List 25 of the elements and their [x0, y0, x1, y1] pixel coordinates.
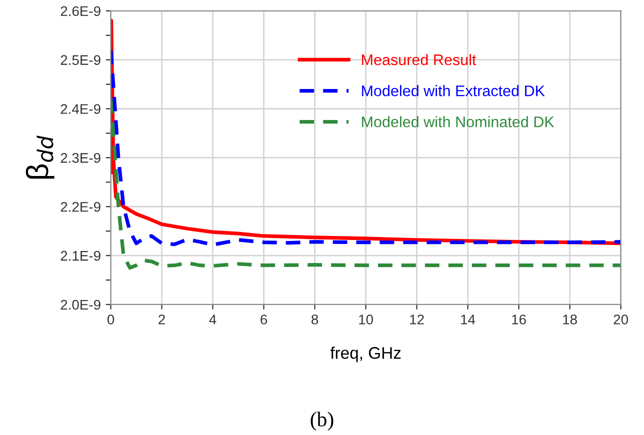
- y-tick-label: 2.2E-9: [60, 202, 100, 212]
- x-tick-label: 0: [107, 314, 114, 324]
- y-tick-label: 2.0E-9: [60, 300, 100, 310]
- y-axis-title: β$_{dd}$: [26, 136, 54, 179]
- legend-label: Modeled with Extracted DK: [362, 85, 545, 96]
- x-tick-label: 20: [614, 314, 628, 324]
- y-tick-label: 2.6E-9: [60, 6, 100, 16]
- x-tick-label: 18: [563, 314, 577, 324]
- x-tick-label: 8: [312, 314, 318, 324]
- line-series: [110, 97, 621, 270]
- x-tick-label: 6: [260, 314, 268, 324]
- y-tick-label: 2.4E-9: [60, 104, 100, 114]
- x-tick-label: 4: [209, 314, 216, 324]
- x-tick-label: 12: [410, 314, 424, 324]
- legend-label: Measured Result: [362, 54, 476, 66]
- x-tick-label: 10: [359, 314, 373, 324]
- x-tick-label: 14: [461, 314, 476, 324]
- text: (b): [310, 412, 334, 431]
- x-tick-label: 16: [512, 314, 526, 324]
- y-tick-label: 2.5E-9: [60, 55, 100, 65]
- y-tick-label: 2.1E-9: [60, 250, 100, 261]
- x-axis-title: freq, GHz: [330, 346, 401, 362]
- y-tick-label: 2.3E-9: [60, 153, 100, 163]
- x-tick-label: 2: [158, 314, 165, 324]
- legend-label: Modeled with Nominated DK: [362, 116, 554, 128]
